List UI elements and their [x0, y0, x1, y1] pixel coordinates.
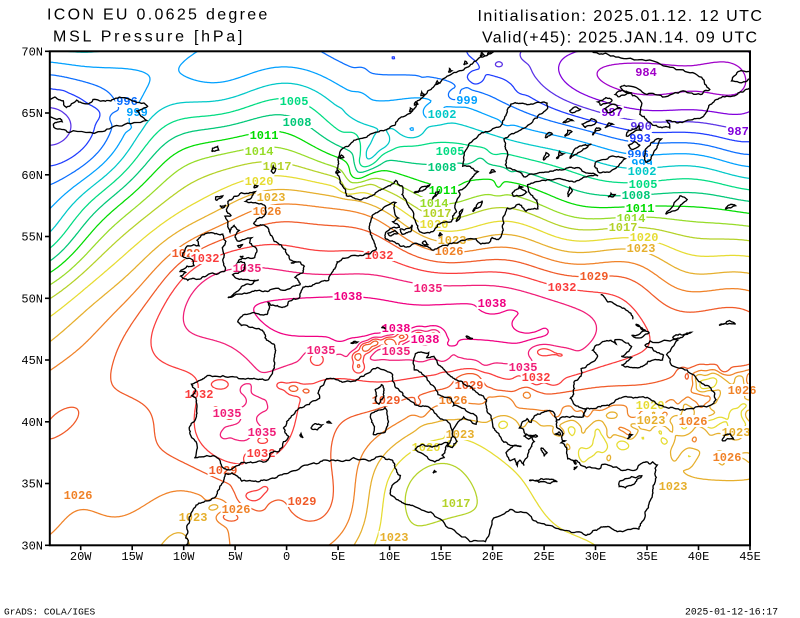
svg-text:1011: 1011 [429, 184, 458, 198]
svg-text:1026: 1026 [435, 245, 464, 259]
svg-text:1023: 1023 [380, 531, 409, 545]
svg-text:1026: 1026 [253, 205, 282, 219]
svg-text:1026: 1026 [713, 451, 742, 465]
svg-text:15E: 15E [430, 550, 452, 564]
svg-text:1008: 1008 [283, 116, 312, 130]
svg-text:1005: 1005 [280, 95, 309, 109]
svg-text:20W: 20W [70, 550, 92, 564]
svg-text:1002: 1002 [628, 165, 657, 179]
svg-text:GrADS: COLA/IGES: GrADS: COLA/IGES [4, 607, 96, 618]
svg-text:1002: 1002 [428, 108, 457, 122]
svg-text:1023: 1023 [179, 511, 208, 525]
svg-text:1038: 1038 [478, 297, 507, 311]
svg-text:1023: 1023 [446, 428, 475, 442]
svg-text:Valid(+45): 2025.JAN.14. 09 UT: Valid(+45): 2025.JAN.14. 09 UTC [482, 30, 758, 47]
svg-text:996: 996 [116, 95, 138, 109]
svg-text:0: 0 [283, 550, 290, 564]
svg-text:1026: 1026 [679, 415, 708, 429]
svg-text:ICON EU 0.0625 degree: ICON EU 0.0625 degree [47, 7, 270, 24]
svg-text:1032: 1032 [185, 388, 214, 402]
svg-text:1032: 1032 [522, 371, 551, 385]
svg-text:30E: 30E [585, 550, 607, 564]
svg-text:70N: 70N [21, 46, 43, 60]
svg-text:MSL Pressure [hPa]: MSL Pressure [hPa] [53, 29, 245, 46]
svg-text:45E: 45E [739, 550, 761, 564]
svg-text:984: 984 [635, 66, 657, 80]
svg-text:25E: 25E [533, 550, 555, 564]
svg-text:40E: 40E [688, 550, 710, 564]
svg-text:30N: 30N [21, 540, 43, 554]
svg-text:50N: 50N [21, 293, 43, 307]
svg-text:65N: 65N [21, 107, 43, 121]
svg-text:1035: 1035 [307, 344, 336, 358]
svg-text:1038: 1038 [334, 290, 363, 304]
svg-text:1035: 1035 [414, 282, 443, 296]
svg-text:20E: 20E [482, 550, 504, 564]
svg-text:1032: 1032 [548, 281, 577, 295]
svg-text:1032: 1032 [247, 447, 276, 461]
svg-text:1023: 1023 [257, 191, 286, 205]
svg-text:1023: 1023 [637, 414, 666, 428]
svg-text:5W: 5W [228, 550, 243, 564]
svg-text:1026: 1026 [64, 489, 93, 503]
svg-text:1008: 1008 [622, 189, 651, 203]
svg-text:1035: 1035 [233, 262, 262, 276]
svg-text:1032: 1032 [191, 252, 220, 266]
svg-text:1011: 1011 [250, 129, 279, 143]
svg-text:1026: 1026 [222, 503, 251, 517]
svg-text:55N: 55N [21, 231, 43, 245]
svg-text:1014: 1014 [245, 145, 274, 159]
svg-text:1038: 1038 [382, 322, 411, 336]
svg-text:15W: 15W [121, 550, 143, 564]
svg-text:987: 987 [727, 125, 749, 139]
svg-text:1017: 1017 [442, 497, 471, 511]
svg-text:60N: 60N [21, 169, 43, 183]
svg-text:Initialisation: 2025.01.12. 12: Initialisation: 2025.01.12. 12 UTC [478, 8, 764, 25]
svg-text:1008: 1008 [428, 161, 457, 175]
svg-text:999: 999 [456, 94, 478, 108]
svg-text:1017: 1017 [423, 207, 452, 221]
svg-text:1023: 1023 [722, 426, 751, 440]
svg-text:1020: 1020 [245, 175, 274, 189]
svg-text:45N: 45N [21, 354, 43, 368]
svg-text:5E: 5E [331, 550, 345, 564]
svg-text:1029: 1029 [580, 270, 609, 284]
svg-text:1029: 1029 [209, 464, 238, 478]
svg-text:1020: 1020 [636, 399, 665, 413]
svg-text:1026: 1026 [728, 384, 757, 398]
svg-text:1005: 1005 [629, 178, 658, 192]
svg-text:993: 993 [629, 132, 651, 146]
svg-text:40N: 40N [21, 416, 43, 430]
svg-text:1017: 1017 [263, 160, 292, 174]
svg-text:1029: 1029 [288, 495, 317, 509]
svg-text:1032: 1032 [365, 249, 394, 263]
svg-text:1035: 1035 [248, 426, 277, 440]
svg-text:10W: 10W [173, 550, 195, 564]
svg-text:35E: 35E [636, 550, 658, 564]
svg-text:35N: 35N [21, 478, 43, 492]
svg-text:1020: 1020 [420, 218, 449, 232]
svg-text:1035: 1035 [382, 345, 411, 359]
svg-text:2025-01-12-16:17: 2025-01-12-16:17 [685, 607, 778, 618]
svg-text:1038: 1038 [411, 333, 440, 347]
svg-text:1005: 1005 [436, 145, 465, 159]
svg-text:1023: 1023 [659, 480, 688, 494]
svg-text:1035: 1035 [213, 407, 242, 421]
svg-text:10E: 10E [379, 550, 401, 564]
svg-text:1023: 1023 [627, 242, 656, 256]
svg-text:1020: 1020 [630, 231, 659, 245]
